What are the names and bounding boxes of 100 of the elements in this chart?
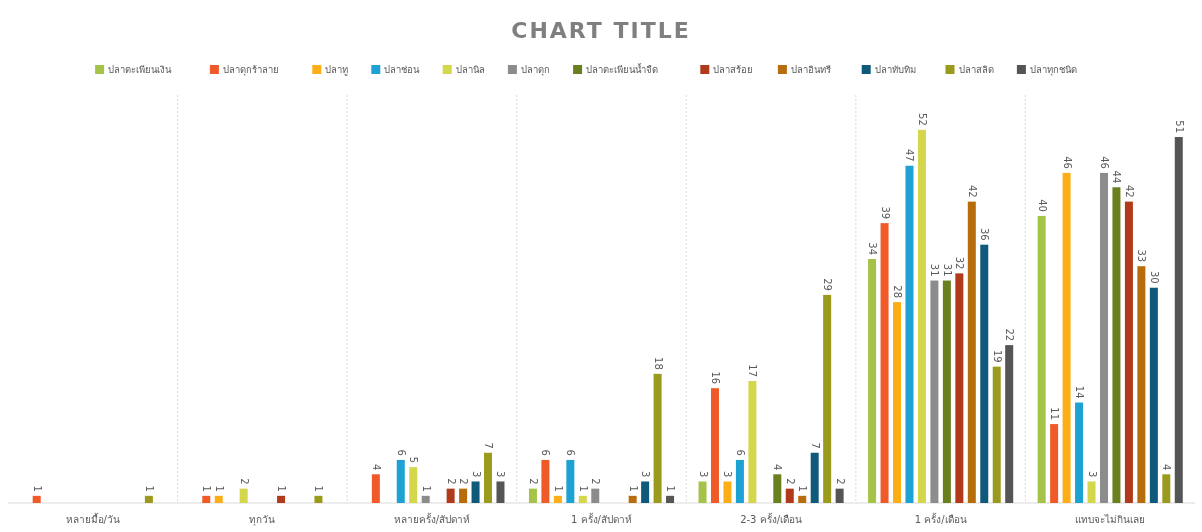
bar: [835, 488, 844, 503]
chart-title: CHART TITLE: [511, 18, 691, 43]
data-label: 39: [879, 206, 891, 220]
legend-label: ปลาช่อน: [384, 64, 421, 75]
bar: [1162, 474, 1171, 503]
bar: [917, 129, 926, 503]
data-label: 42: [966, 184, 978, 198]
data-label: 44: [1111, 170, 1123, 184]
data-label: 28: [892, 285, 904, 299]
bar: [798, 495, 807, 503]
legend-label: ปลาตะเพียนเงิน: [108, 64, 173, 75]
data-label: 46: [1098, 156, 1110, 169]
bar: [1005, 345, 1014, 503]
bar: [409, 467, 418, 503]
data-label: 5: [408, 456, 420, 464]
bar: [553, 495, 562, 503]
bar: [735, 459, 744, 503]
data-label: 1: [31, 485, 43, 492]
data-label: 31: [929, 263, 941, 277]
data-label: 11: [1049, 407, 1061, 421]
bar: [773, 474, 782, 503]
bar: [1112, 187, 1121, 503]
data-label: 3: [722, 471, 734, 478]
data-label: 40: [1036, 199, 1048, 212]
data-label: 17: [747, 364, 759, 378]
data-label: 33: [1136, 249, 1148, 263]
data-label: 7: [809, 442, 821, 449]
data-label: 2: [834, 478, 846, 485]
data-label: 3: [1086, 471, 1098, 478]
data-label: 30: [1148, 270, 1160, 284]
data-label: 29: [822, 278, 834, 291]
legend-label: ปลาสร้อย: [713, 64, 754, 75]
legend-label: ปลาดุกร้าลาย: [222, 64, 279, 76]
bar: [666, 495, 675, 503]
data-label: 2: [527, 478, 539, 485]
data-label: 1: [201, 485, 213, 492]
data-label: 3: [697, 471, 709, 478]
data-label: 1: [276, 485, 288, 492]
bar: [980, 244, 989, 503]
bar: [214, 495, 223, 503]
data-label: 3: [640, 471, 652, 478]
bar: [992, 366, 1001, 503]
data-label: 6: [734, 449, 746, 456]
bar: [371, 474, 380, 503]
data-label: 31: [941, 263, 953, 277]
bar: [471, 481, 480, 503]
bar: [578, 495, 587, 503]
bar: [653, 373, 662, 503]
legend-label: ปลาทับทิม: [874, 64, 916, 75]
legend-label: ปลาทุกชนิด: [1029, 64, 1077, 76]
data-label: 1: [143, 485, 155, 492]
legend-label: ปลาทู: [325, 64, 349, 76]
bar: [1099, 172, 1108, 503]
bar: [785, 488, 794, 503]
legend-label: ปลาตะเพียนน้ำจืด: [586, 63, 659, 75]
bar: [823, 294, 832, 503]
legend-label: ปลาสลิด: [958, 64, 994, 75]
bar: [628, 495, 637, 503]
data-label: 1: [797, 485, 809, 492]
bar: [239, 488, 248, 503]
data-label: 1: [420, 485, 432, 492]
bar: [698, 481, 707, 503]
data-label: 19: [991, 349, 1003, 363]
bar: [893, 302, 902, 503]
bar: [566, 459, 575, 503]
data-label: 1: [213, 485, 225, 492]
data-label: 32: [954, 256, 966, 270]
bar: [810, 452, 819, 503]
bar: [496, 481, 505, 503]
data-label: 2: [445, 478, 457, 485]
bar: [930, 280, 939, 503]
bar: [459, 488, 468, 503]
bar: [1149, 287, 1158, 503]
bar: [484, 452, 493, 503]
data-label: 4: [772, 463, 784, 471]
bar: [1137, 266, 1146, 503]
x-tick-label: หลายมื้อ/วัน: [65, 512, 120, 525]
bar: [1037, 215, 1046, 503]
bar: [1087, 481, 1096, 503]
bar: [202, 495, 211, 503]
bar: [396, 459, 405, 503]
bar: [32, 495, 41, 503]
legend-label: ปลาดุก: [520, 64, 550, 76]
data-label: 4: [370, 463, 382, 471]
x-tick-label: หลายครั้ง/สัปดาห์: [393, 512, 471, 525]
data-label: 6: [565, 449, 577, 456]
bar: [880, 223, 889, 503]
bar: [641, 481, 650, 503]
data-label: 1: [552, 485, 564, 492]
data-label: 36: [979, 227, 991, 241]
data-label: 1: [577, 485, 589, 492]
data-label: 16: [709, 371, 721, 385]
bar: [942, 280, 951, 503]
bar: [144, 495, 153, 503]
data-label: 1: [627, 485, 639, 492]
bar: [541, 459, 550, 503]
bar: [277, 495, 286, 503]
data-label: 6: [540, 449, 552, 456]
bar: [1124, 201, 1133, 503]
bar: [710, 388, 719, 503]
